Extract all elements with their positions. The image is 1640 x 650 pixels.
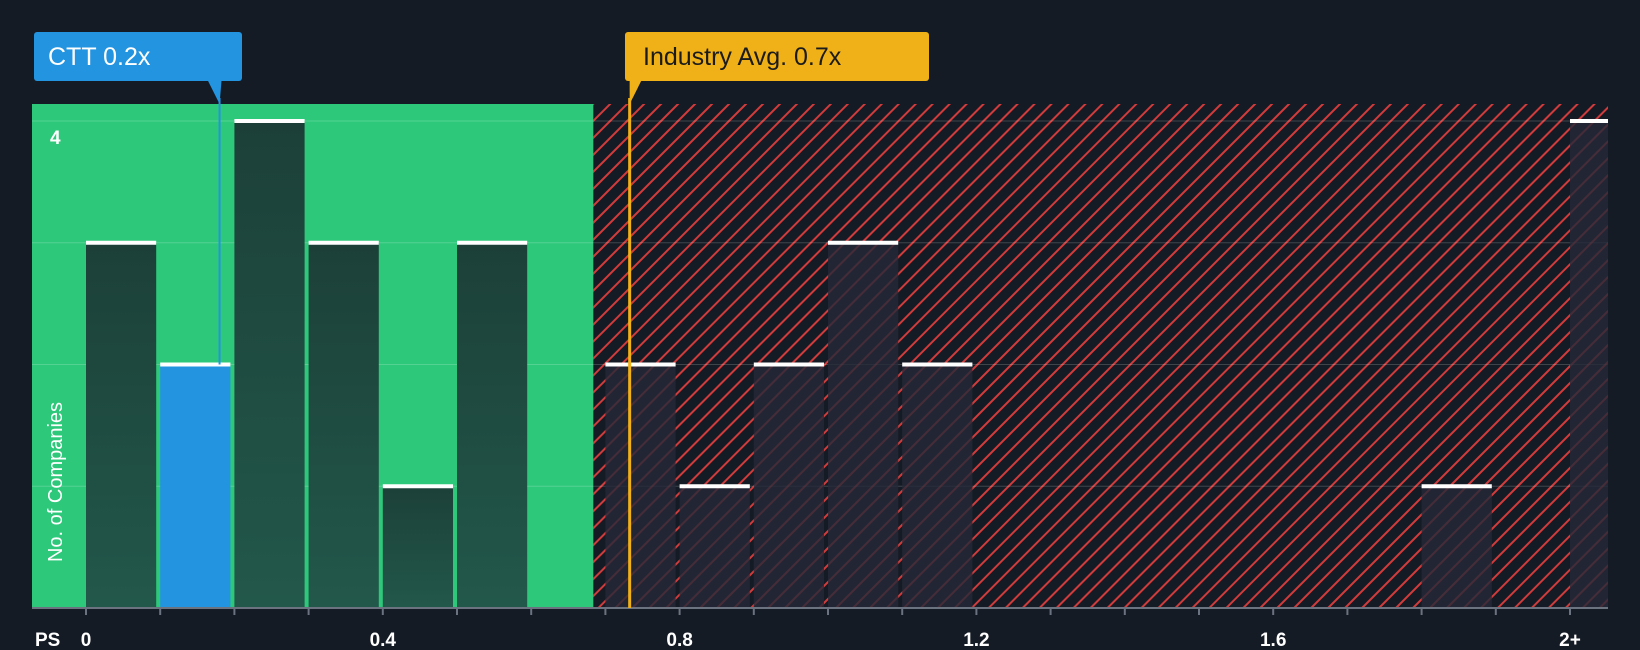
- bar-cap: [160, 362, 231, 367]
- bar-cap: [86, 240, 157, 245]
- bar-0.1: [160, 364, 231, 608]
- bar-cap: [902, 362, 973, 367]
- bar-cap: [679, 484, 750, 489]
- x-tick-label: 1.2: [963, 630, 989, 650]
- bar-1.0: [828, 242, 899, 608]
- bar-0.4: [382, 486, 453, 608]
- bar-cap: [1421, 484, 1492, 489]
- x-ticks: 0 0.4 0.8 1.2 1.6 2+: [81, 608, 1581, 650]
- industry-callout-pointer: [629, 80, 642, 104]
- bar-cap: [828, 240, 899, 245]
- bars-group: [86, 119, 1608, 608]
- bar-cap: [753, 362, 824, 367]
- x-tick-label: 2+: [1559, 630, 1581, 650]
- x-tick-label: 1.6: [1260, 630, 1286, 650]
- company-callout-pointer: [207, 80, 222, 104]
- bar-0.3: [308, 242, 379, 608]
- bar-0.2: [234, 121, 305, 608]
- bar-0.9: [753, 364, 824, 608]
- x-axis-label: PS: [35, 630, 60, 650]
- industry-callout-label: Industry Avg. 0.7x: [643, 43, 842, 71]
- bar-cap: [234, 119, 305, 123]
- y-tick-label: 4: [50, 128, 61, 149]
- bar-cap: [605, 362, 676, 367]
- bar-0.7: [605, 364, 676, 608]
- bar-0.0: [86, 242, 157, 608]
- x-tick-label: 0: [81, 630, 92, 650]
- x-tick-label: 0.8: [666, 630, 692, 650]
- bar-cap: [308, 240, 379, 245]
- x-tick-label: 0.4: [370, 630, 397, 650]
- markers-group: CTT 0.2x Industry Avg. 0.7x: [34, 32, 929, 608]
- bar-0.5: [457, 242, 528, 608]
- y-axis-label: No. of Companies: [45, 402, 67, 562]
- y-ticks: 4: [50, 128, 61, 149]
- bar-0.8: [679, 486, 750, 608]
- bar-2.0: [1570, 121, 1608, 608]
- bar-cap: [457, 240, 528, 245]
- bar-1.1: [902, 364, 973, 608]
- bar-cap: [1570, 119, 1608, 123]
- industry-callout: [625, 32, 929, 81]
- company-callout-label: CTT 0.2x: [48, 43, 151, 71]
- company-callout: [34, 32, 242, 81]
- bar-1.8: [1421, 486, 1492, 608]
- bar-cap: [382, 484, 453, 489]
